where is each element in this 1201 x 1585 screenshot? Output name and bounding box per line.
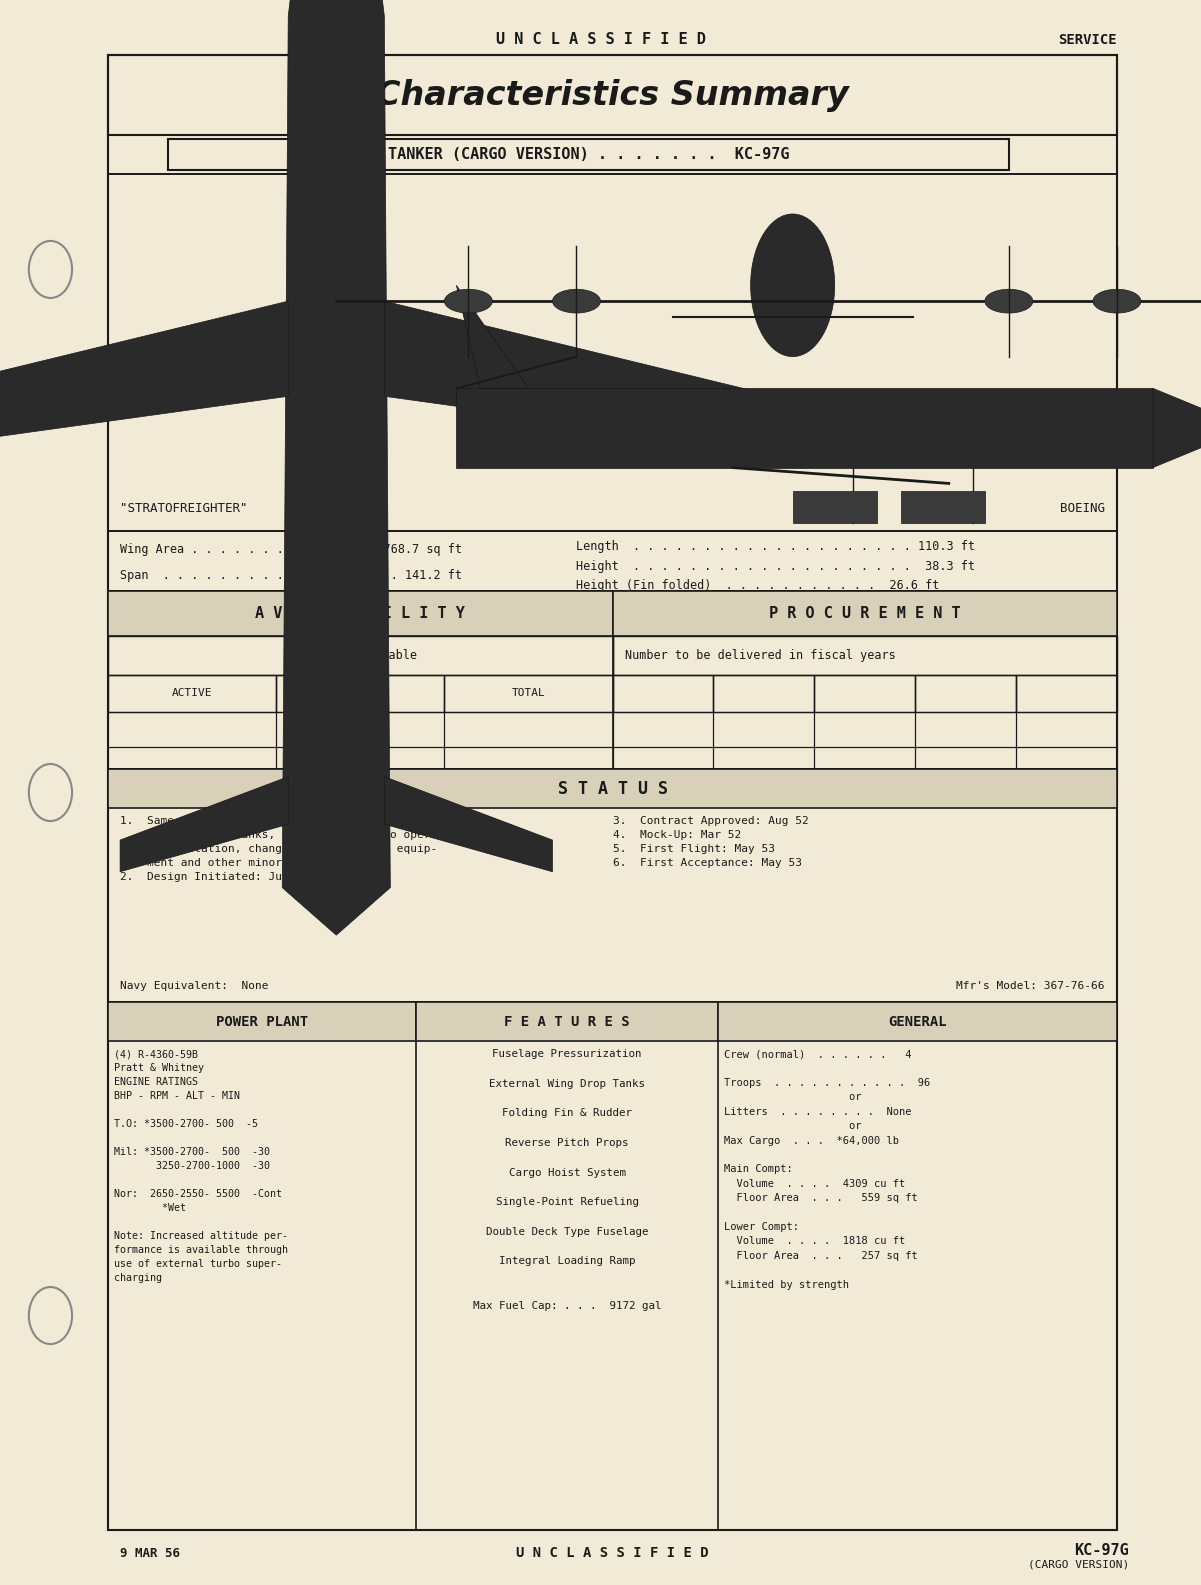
Text: P R O C U R E M E N T: P R O C U R E M E N T bbox=[769, 605, 961, 621]
Text: 9 MAR 56: 9 MAR 56 bbox=[120, 1547, 180, 1560]
Text: Number available: Number available bbox=[304, 648, 417, 663]
Text: (CARGO VERSION): (CARGO VERSION) bbox=[1028, 1560, 1129, 1569]
Text: U N C L A S S I F I E D: U N C L A S S I F I E D bbox=[516, 1547, 709, 1560]
Ellipse shape bbox=[985, 288, 1033, 314]
Text: Height  . . . . . . . . . . . . . . . . . . . .  38.3 ft: Height . . . . . . . . . . . . . . . . .… bbox=[576, 560, 975, 572]
Bar bbox=[613, 675, 713, 712]
Bar bbox=[718, 1002, 1117, 1041]
Bar bbox=[713, 747, 814, 781]
Polygon shape bbox=[456, 388, 1153, 468]
Bar bbox=[276, 712, 444, 747]
Bar bbox=[915, 675, 1016, 712]
Bar bbox=[108, 1002, 1117, 1530]
Text: 1.  Same as the KC-97F except for installation
    of wing drop tanks, deletion : 1. Same as the KC-97F except for install… bbox=[120, 816, 444, 883]
Text: A V A I L A B I L I T Y: A V A I L A B I L I T Y bbox=[256, 605, 465, 621]
Text: RESERVE: RESERVE bbox=[336, 688, 384, 699]
Text: TOTAL: TOTAL bbox=[512, 688, 545, 699]
Bar bbox=[915, 712, 1016, 747]
Text: "STRATOFREIGHTER": "STRATOFREIGHTER" bbox=[120, 502, 247, 515]
Polygon shape bbox=[384, 777, 552, 872]
Text: Fuselage Pressurization

External Wing Drop Tanks

Folding Fin & Rudder

Reverse: Fuselage Pressurization External Wing Dr… bbox=[473, 1049, 662, 1311]
Polygon shape bbox=[1153, 388, 1201, 468]
Bar bbox=[276, 747, 444, 781]
Text: F E A T U R E S: F E A T U R E S bbox=[504, 1014, 631, 1029]
Bar bbox=[613, 747, 713, 781]
Polygon shape bbox=[456, 285, 528, 388]
Text: BOEING: BOEING bbox=[1060, 502, 1105, 515]
Text: Navy Equivalent:  None: Navy Equivalent: None bbox=[120, 981, 269, 991]
Bar bbox=[1016, 675, 1117, 712]
Polygon shape bbox=[793, 491, 877, 523]
Bar bbox=[108, 135, 1117, 174]
Text: 3.  Contract Approved: Aug 52
4.  Mock-Up: Mar 52
5.  First Flight: May 53
6.  F: 3. Contract Approved: Aug 52 4. Mock-Up:… bbox=[613, 816, 808, 869]
Bar bbox=[613, 636, 1117, 675]
Bar bbox=[915, 747, 1016, 781]
Bar bbox=[814, 712, 915, 747]
Bar bbox=[613, 712, 713, 747]
Text: Height (Fin folded)  . . . . . . . . . . .  26.6 ft: Height (Fin folded) . . . . . . . . . . … bbox=[576, 579, 940, 591]
Ellipse shape bbox=[751, 214, 835, 357]
Bar bbox=[444, 747, 613, 781]
Bar bbox=[444, 712, 613, 747]
Bar bbox=[613, 591, 1117, 636]
Bar bbox=[814, 675, 915, 712]
Bar bbox=[416, 1002, 718, 1041]
Bar bbox=[108, 591, 1117, 769]
Text: Wing Area . . . . . . . . . . . . . 1768.7 sq ft: Wing Area . . . . . . . . . . . . . 1768… bbox=[120, 544, 462, 556]
Polygon shape bbox=[384, 301, 841, 460]
Bar bbox=[444, 675, 613, 712]
Ellipse shape bbox=[1093, 288, 1141, 314]
Text: Span  . . . . . . . . . . . . . . . . . 141.2 ft: Span . . . . . . . . . . . . . . . . . 1… bbox=[120, 569, 462, 582]
Bar bbox=[276, 675, 444, 712]
Text: Crew (normal)  . . . . . .   4

Troops  . . . . . . . . . . .  96
              : Crew (normal) . . . . . . 4 Troops . . .… bbox=[724, 1049, 931, 1290]
Text: KC-97G: KC-97G bbox=[1074, 1542, 1129, 1558]
Text: ACTIVE: ACTIVE bbox=[172, 688, 213, 699]
Text: Number to be delivered in fiscal years: Number to be delivered in fiscal years bbox=[625, 648, 895, 663]
Bar bbox=[108, 769, 1117, 808]
Polygon shape bbox=[901, 491, 985, 523]
Text: SERVICE: SERVICE bbox=[1058, 33, 1117, 46]
Polygon shape bbox=[120, 777, 288, 872]
Bar bbox=[108, 174, 1117, 531]
Bar bbox=[108, 769, 1117, 1002]
Bar bbox=[1016, 747, 1117, 781]
Bar bbox=[108, 55, 1117, 1530]
Bar bbox=[108, 636, 613, 675]
Text: Mfr's Model: 367-76-66: Mfr's Model: 367-76-66 bbox=[956, 981, 1105, 991]
Bar bbox=[108, 591, 613, 636]
Bar bbox=[108, 712, 276, 747]
Text: (4) R-4360-59B
Pratt & Whitney
ENGINE RATINGS
BHP - RPM - ALT - MIN

T.O: *3500-: (4) R-4360-59B Pratt & Whitney ENGINE RA… bbox=[114, 1049, 288, 1284]
Bar bbox=[108, 747, 276, 781]
Ellipse shape bbox=[444, 288, 492, 314]
Ellipse shape bbox=[552, 288, 600, 314]
Bar bbox=[108, 55, 1117, 135]
Text: Length  . . . . . . . . . . . . . . . . . . . . 110.3 ft: Length . . . . . . . . . . . . . . . . .… bbox=[576, 540, 975, 553]
Text: U N C L A S S I F I E D: U N C L A S S I F I E D bbox=[496, 32, 705, 48]
Bar bbox=[108, 675, 276, 712]
Text: GENERAL: GENERAL bbox=[889, 1014, 948, 1029]
Text: S T A T U S: S T A T U S bbox=[557, 780, 668, 797]
Text: Characteristics Summary: Characteristics Summary bbox=[376, 79, 849, 111]
Text: TANKER (CARGO VERSION) . . . . . . .  KC-97G: TANKER (CARGO VERSION) . . . . . . . KC-… bbox=[388, 147, 789, 162]
Bar bbox=[1016, 712, 1117, 747]
Polygon shape bbox=[0, 301, 288, 460]
Bar bbox=[108, 1002, 416, 1041]
Bar bbox=[108, 531, 1117, 591]
Bar bbox=[713, 712, 814, 747]
Polygon shape bbox=[282, 0, 390, 935]
Bar bbox=[168, 139, 1009, 170]
Text: POWER PLANT: POWER PLANT bbox=[216, 1014, 307, 1029]
Bar bbox=[814, 747, 915, 781]
Bar bbox=[713, 675, 814, 712]
